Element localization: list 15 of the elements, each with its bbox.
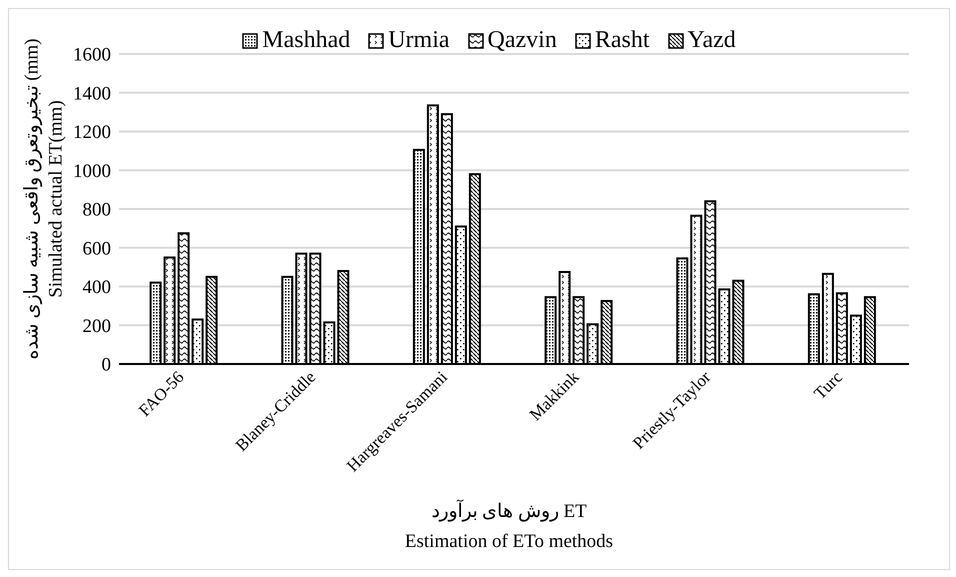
legend-label: Urmia	[388, 27, 450, 54]
y-tick-label: 200	[82, 316, 111, 337]
y-tick-label: 800	[82, 200, 111, 221]
y-tick-label: 0	[102, 354, 111, 376]
y-tick-label: 1600	[73, 44, 111, 66]
legend-label: Yazd	[688, 27, 736, 54]
y-tick-label: 400	[82, 277, 111, 298]
legend-label: Qazvin	[488, 27, 557, 54]
legend-label: Rasht	[594, 27, 650, 54]
y-tick-label: 1400	[73, 83, 111, 104]
y-tick-label: 600	[82, 238, 111, 260]
y-tick-label: 1200	[73, 122, 111, 144]
legend-label: Mashhad	[262, 27, 350, 54]
x-tick-label: Turc	[810, 367, 846, 404]
y-tick-label: 1000	[73, 160, 111, 182]
